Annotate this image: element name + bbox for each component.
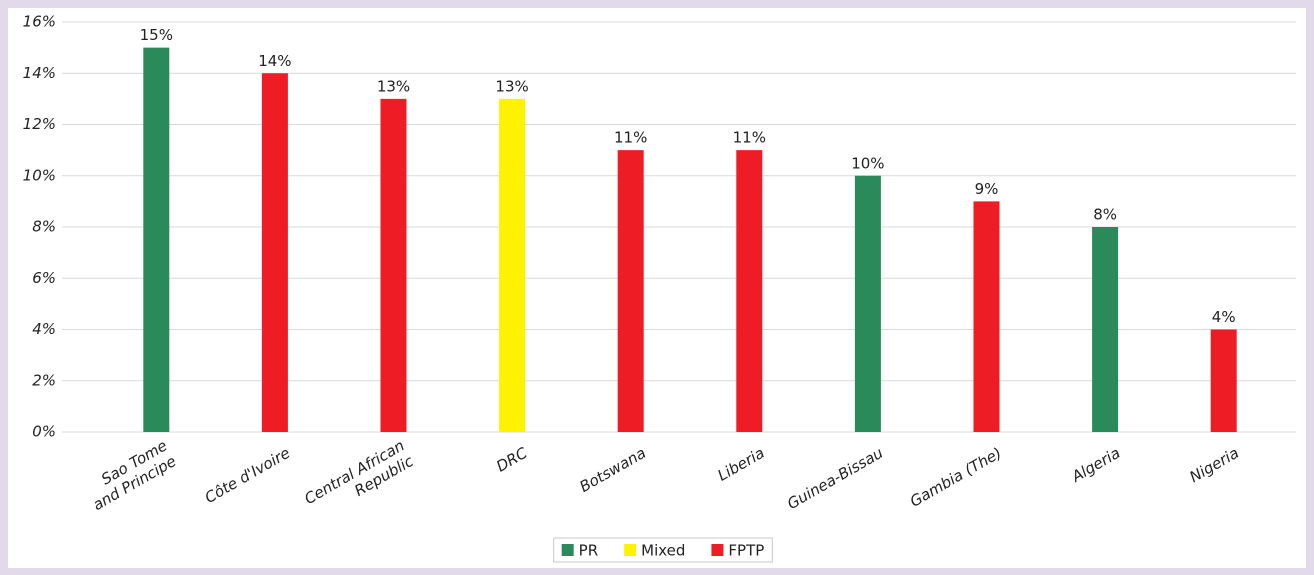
y-tick-label: 10% bbox=[23, 166, 56, 184]
bar bbox=[499, 98, 526, 432]
bar bbox=[854, 175, 881, 432]
y-tick-label: 0% bbox=[32, 423, 56, 441]
value-label: 8% bbox=[1093, 206, 1117, 224]
value-label: 13% bbox=[495, 77, 528, 95]
bar bbox=[973, 201, 1000, 432]
y-tick-label: 2% bbox=[32, 371, 56, 389]
bar bbox=[617, 150, 644, 432]
y-tick-label: 6% bbox=[32, 269, 56, 287]
bar bbox=[1092, 227, 1119, 432]
y-tick-label: 4% bbox=[32, 320, 56, 338]
value-label: 9% bbox=[975, 180, 999, 198]
value-label: 10% bbox=[851, 154, 884, 172]
legend-swatch bbox=[624, 544, 637, 556]
bar bbox=[143, 47, 170, 432]
value-label: 11% bbox=[733, 129, 766, 147]
legend-swatch bbox=[711, 544, 724, 556]
legend: PR Mixed FPTP bbox=[561, 542, 764, 560]
y-tick-label: 14% bbox=[23, 64, 56, 82]
legend-swatch bbox=[561, 544, 574, 556]
value-label: 15% bbox=[140, 26, 173, 44]
value-label: 13% bbox=[377, 77, 410, 95]
y-tick-label: 12% bbox=[23, 115, 56, 133]
plot-background bbox=[8, 8, 1306, 568]
legend-label: PR bbox=[579, 542, 598, 560]
legend-label: Mixed bbox=[641, 542, 685, 560]
legend-box bbox=[553, 537, 773, 563]
value-label: 4% bbox=[1212, 308, 1236, 326]
value-label: 11% bbox=[614, 129, 647, 147]
bar bbox=[261, 73, 288, 432]
bar bbox=[1210, 329, 1237, 432]
value-label: 14% bbox=[258, 52, 291, 70]
y-tick-label: 8% bbox=[32, 218, 56, 236]
bar bbox=[736, 150, 763, 432]
bar bbox=[380, 98, 407, 432]
legend-label: FPTP bbox=[728, 542, 764, 560]
y-tick-label: 16% bbox=[23, 13, 56, 31]
